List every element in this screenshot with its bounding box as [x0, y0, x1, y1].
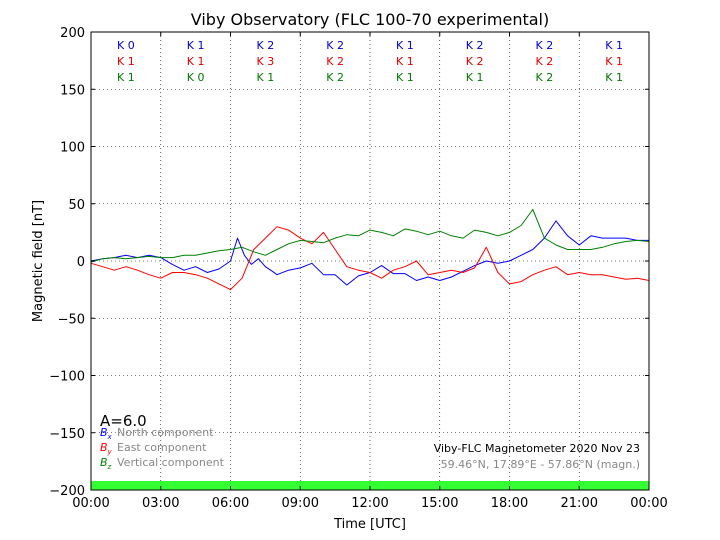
- legend-symbol: By: [100, 441, 113, 456]
- legend-symbol: Bz: [100, 456, 112, 471]
- y-tick-label: −50: [58, 312, 85, 327]
- k-index-label: K 1: [396, 55, 414, 68]
- legend-entry: Vertical component: [117, 456, 225, 469]
- k-index-label: K 1: [117, 55, 135, 68]
- series-lines: [90, 209, 650, 291]
- legend-subscript: y: [107, 448, 113, 456]
- k-index-label: K 1: [605, 71, 623, 84]
- y-tick-label: 150: [60, 83, 85, 98]
- k-index-label: K 2: [466, 39, 484, 52]
- k-index-label: K 2: [326, 55, 344, 68]
- legend-subscript: z: [107, 463, 112, 471]
- data-quality-bar: [91, 481, 649, 490]
- k-index-label: K 1: [466, 71, 484, 84]
- k-index-label: K 2: [466, 55, 484, 68]
- k-index-label: K 1: [396, 71, 414, 84]
- series-line-x: [90, 220, 649, 286]
- x-tick-label: 06:00: [212, 496, 249, 511]
- activity-index: A=6.0: [100, 412, 147, 430]
- k-index-label: K 0: [117, 39, 135, 52]
- k-index-label: K 1: [257, 71, 275, 84]
- k-index-label: K 1: [605, 39, 623, 52]
- grid-lines: [91, 32, 649, 490]
- x-tick-label: 15:00: [421, 496, 458, 511]
- k-index-label: K 1: [605, 55, 623, 68]
- y-tick-label: 200: [60, 26, 85, 41]
- k-index-label: K 0: [187, 71, 205, 84]
- x-tick-label: 00:00: [72, 496, 109, 511]
- x-tick-label: 09:00: [282, 496, 319, 511]
- k-index-label: K 1: [187, 39, 205, 52]
- k-index-label: K 2: [536, 55, 554, 68]
- series-line-z: [90, 209, 650, 263]
- y-tick-label: −150: [49, 427, 85, 442]
- y-tick-label: −200: [49, 484, 85, 499]
- x-tick-label: 03:00: [142, 496, 179, 511]
- legend-entry: East component: [117, 441, 207, 454]
- k-index-label: K 2: [536, 71, 554, 84]
- legend-entry: North component: [117, 426, 214, 439]
- x-tick-label: 00:00: [630, 496, 667, 511]
- x-tick-label: 21:00: [561, 496, 598, 511]
- x-axis-label: Time [UTC]: [333, 517, 406, 532]
- axis-ticks: 00:00 03:00 06:00 09:00 12:00 15:00 18:00 21:00…: [49, 26, 667, 511]
- y-tick-label: 100: [60, 141, 85, 156]
- k-index-label: K 2: [326, 71, 344, 84]
- chart-title: Viby Observatory (FLC 100-70 experimenta…: [191, 10, 550, 29]
- series-line-y: [90, 226, 650, 291]
- footer-location: 59.46°N, 17.89°E - 57.86°N (magn.): [441, 458, 640, 471]
- x-tick-label: 18:00: [491, 496, 528, 511]
- k-index-label: K 3: [257, 55, 275, 68]
- y-tick-label: 0: [77, 255, 85, 270]
- y-axis-label: Magnetic field [nT]: [31, 200, 46, 322]
- y-tick-label: −100: [49, 370, 85, 385]
- x-tick-label: 12:00: [351, 496, 388, 511]
- footer-instrument: Viby-FLC Magnetometer 2020 Nov 23: [434, 442, 640, 455]
- k-index-label: K 1: [187, 55, 205, 68]
- k-index-label: K 2: [257, 39, 275, 52]
- k-index-label: K 1: [396, 39, 414, 52]
- y-tick-label: 50: [68, 198, 85, 213]
- k-index-table: K 0 K 1 K 2 K 2 K 1 K 2 K 2 K 1 K 1 K 1 K 3 K 2 K 1 K…: [117, 39, 623, 84]
- k-index-label: K 2: [536, 39, 554, 52]
- k-index-label: K 1: [117, 71, 135, 84]
- legend-subscript: x: [107, 433, 113, 441]
- k-index-label: K 2: [326, 39, 344, 52]
